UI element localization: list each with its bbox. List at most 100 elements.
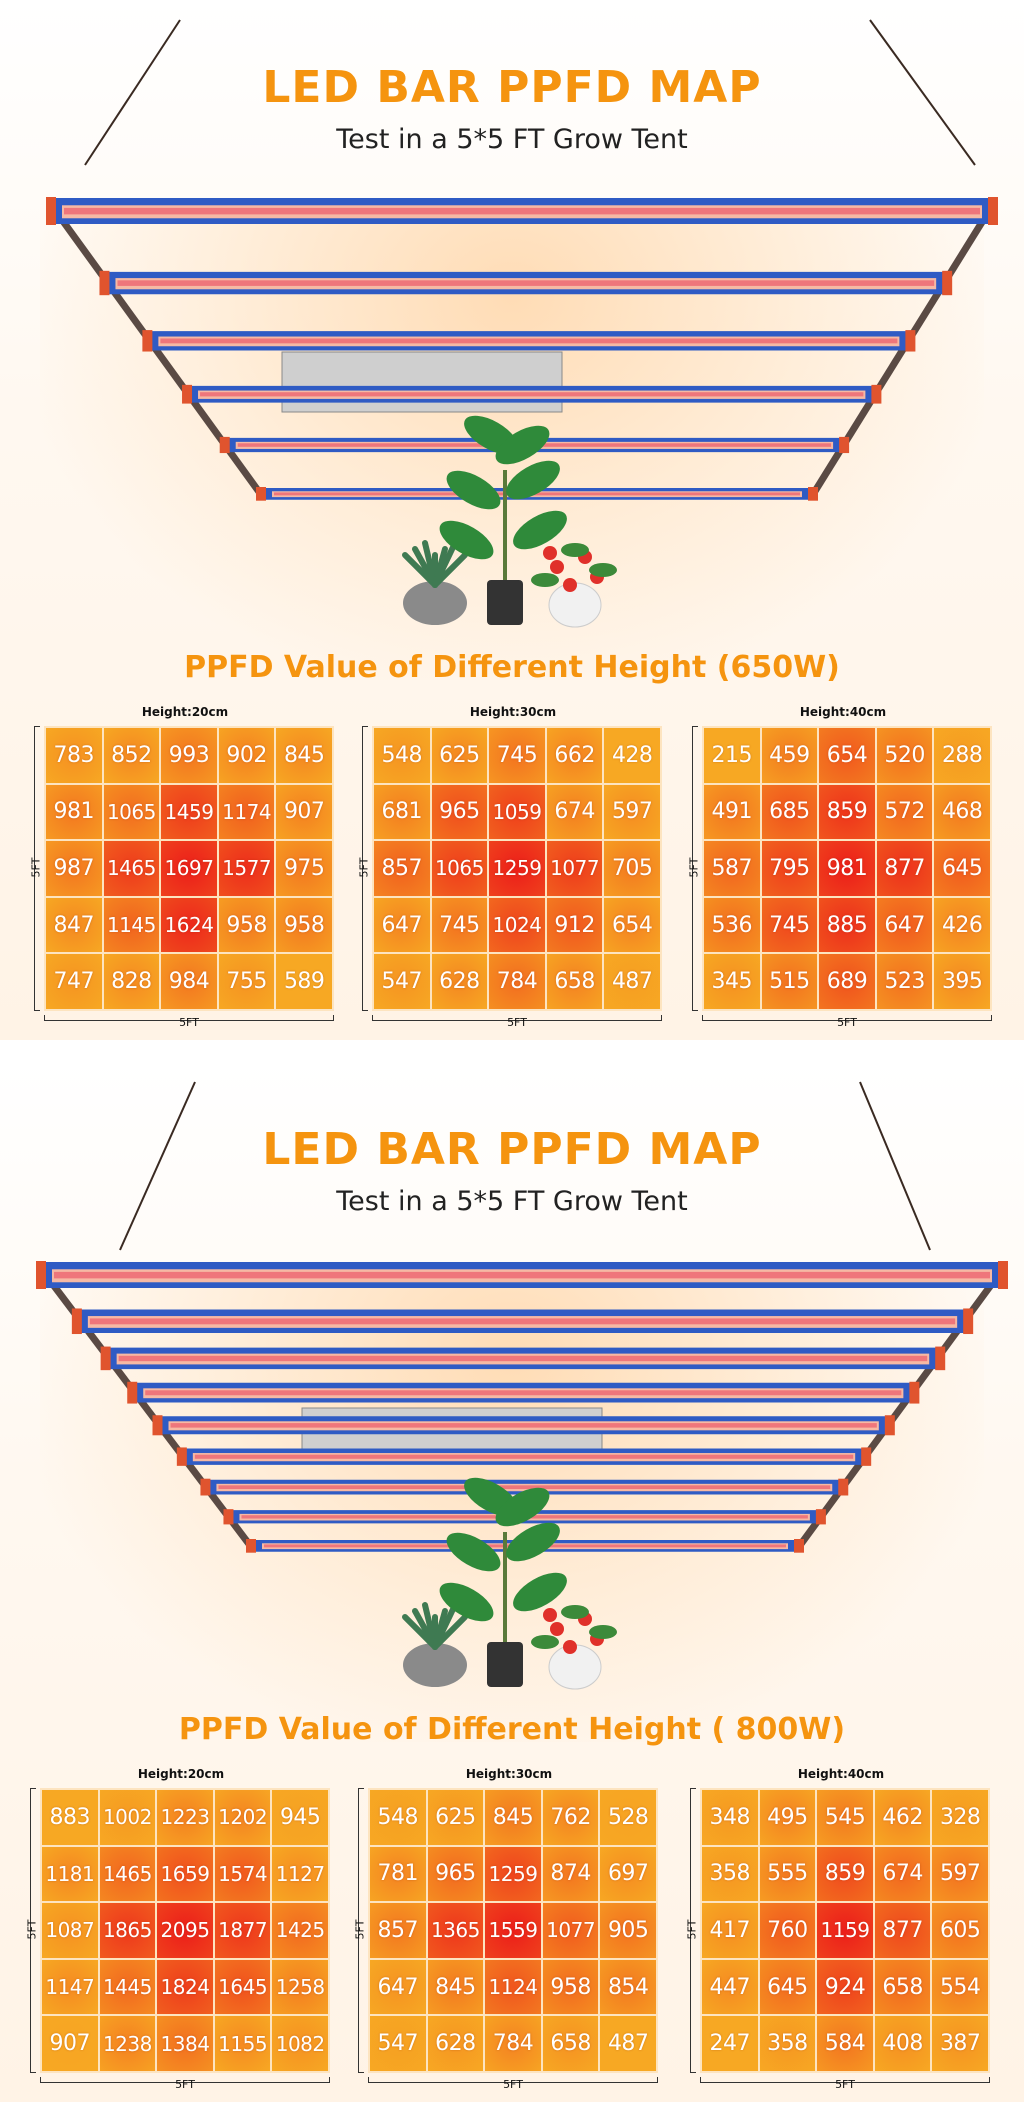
ppfd-cell: 597	[932, 1846, 988, 1902]
side-rail	[49, 203, 265, 499]
ppfd-cell: 1077	[542, 1903, 599, 1958]
y-axis-bracket	[358, 1788, 364, 2073]
ppfd-cell: 854	[600, 1959, 656, 2015]
ppfd-cell: 674	[874, 1846, 931, 1902]
ppfd-cell: 1824	[157, 1959, 213, 2015]
ppfd-cell: 681	[374, 784, 430, 840]
ppfd-cell: 1258	[272, 1959, 328, 2015]
y-axis-bracket	[30, 1788, 36, 2073]
ppfd-cell: 1559	[485, 1903, 541, 1958]
bar-end-cap	[794, 1539, 804, 1553]
flower-leaf	[561, 543, 589, 557]
ppfd-cell: 462	[874, 1790, 931, 1845]
ppfd-cell: 417	[702, 1903, 758, 1958]
flower-leaf	[589, 563, 617, 577]
ppfd-cell: 1077	[546, 841, 603, 896]
x-axis-bracket	[368, 2077, 658, 2083]
bar-end-cap	[808, 487, 818, 501]
bar-end-cap	[935, 1346, 946, 1371]
main-title: LED BAR PPFD MAP	[262, 62, 762, 113]
bar-end-cap	[127, 1381, 138, 1404]
ppfd-cell: 674	[546, 784, 603, 840]
ppfd-cell: 828	[103, 954, 160, 1009]
ppfd-cell: 1065	[431, 841, 488, 896]
plant-leaf	[495, 425, 550, 465]
ppfd-cell: 1425	[272, 1903, 328, 1958]
ppfd-cell: 1365	[427, 1903, 484, 1958]
ppfd-cell: 548	[374, 728, 430, 783]
ppfd-cell: 781	[370, 1846, 426, 1902]
plant-leaf	[439, 1582, 494, 1622]
ppfd-cell: 993	[161, 728, 217, 783]
led-diodes	[89, 1318, 956, 1325]
map-title: Height:30cm	[469, 705, 557, 719]
ppfd-cell: 625	[427, 1790, 484, 1845]
ppfd-cell: 795	[761, 841, 818, 896]
succulent-leaf	[432, 1614, 468, 1650]
ppfd-cell: 685	[761, 784, 818, 840]
ppfd-map-40cm: Height:40cm 5FT 348 495 545 462 328 358 555 859…	[686, 1767, 996, 2091]
x-axis-bracket	[702, 1015, 992, 1021]
ppfd-cell: 645	[759, 1959, 816, 2015]
ppfd-cell: 426	[934, 897, 990, 953]
ppfd-cell: 689	[819, 954, 875, 1009]
ppfd-grid: 348 495 545 462 328 358 555 859 674 597 417 760 1159…	[700, 1788, 990, 2073]
led-diodes	[54, 1271, 990, 1279]
flower	[563, 1640, 577, 1654]
x-axis-label: 5FT	[179, 1016, 199, 1029]
ppfd-cell: 487	[600, 2016, 656, 2071]
ppfd-grid: 548 625 845 762 528 781 965 1259 874 697 857 1365 15…	[368, 1788, 658, 2073]
ppfd-cell: 1155	[214, 2016, 271, 2071]
ppfd-cell: 1659	[157, 1846, 213, 1902]
x-axis-bracket	[700, 2077, 990, 2083]
ppfd-cell: 348	[702, 1790, 758, 1845]
ppfd-cell: 555	[759, 1846, 816, 1902]
ppfd-cell: 654	[819, 728, 875, 783]
ppfd-cell: 1645	[214, 1959, 271, 2015]
bar-end-cap	[142, 330, 153, 352]
plant-leaf	[506, 1522, 560, 1562]
ppfd-cell: 1145	[103, 897, 160, 953]
y-axis-label: 5FT	[25, 1919, 39, 1940]
led-diodes	[160, 338, 898, 344]
ppfd-cell: 547	[374, 954, 430, 1009]
flower-leaf	[531, 573, 559, 587]
ppfd-cell: 587	[704, 841, 760, 896]
bar-end-cap	[838, 1478, 849, 1496]
ppfd-cell: 845	[485, 1790, 541, 1845]
ppfd-cell: 965	[427, 1846, 484, 1902]
ppfd-cell: 697	[600, 1846, 656, 1902]
ppfd-cell: 924	[817, 1959, 873, 2015]
bar-end-cap	[988, 197, 998, 225]
ppfd-cell: 662	[546, 728, 603, 783]
ppfd-cell: 358	[759, 2016, 816, 2071]
ppfd-grid: 883 1002 1223 1202 945 1181 1465 1659 1574 1127 10…	[40, 1788, 330, 2073]
ppfd-cell: 755	[218, 954, 275, 1009]
ppfd-cell: 857	[370, 1903, 426, 1958]
ppfd-cell: 1865	[99, 1903, 156, 1958]
bar-end-cap	[861, 1447, 872, 1466]
ppfd-cell: 605	[932, 1903, 988, 1958]
ppfd-cell: 584	[817, 2016, 873, 2071]
ppfd-cell: 491	[704, 784, 760, 840]
bar-end-cap	[219, 436, 230, 454]
ppfd-cell: 625	[431, 728, 488, 783]
ppfd-cell: 647	[374, 897, 430, 953]
ppfd-cell: 1127	[272, 1846, 328, 1902]
ppfd-cell: 1697	[161, 841, 217, 896]
hanging-cord	[859, 1081, 931, 1251]
pot-left	[403, 581, 467, 625]
ppfd-cell: 1384	[157, 2016, 213, 2071]
bar-end-cap	[36, 1261, 46, 1289]
ppfd-cell: 1259	[489, 841, 545, 896]
led-fixture-illustration	[46, 19, 998, 628]
ppfd-cell: 987	[46, 841, 102, 896]
ppfd-cell: 408	[874, 2016, 931, 2071]
bar-end-cap	[246, 1539, 256, 1553]
ppfd-cell: 328	[932, 1790, 988, 1845]
ppfd-cell: 358	[702, 1846, 758, 1902]
bar-end-cap	[998, 1261, 1008, 1289]
ppfd-cell: 459	[761, 728, 818, 783]
ppfd-cell: 859	[819, 784, 875, 840]
ppfd-map-20cm: Height:20cm 5FT 783 852 993 902 845 981 1065 14…	[30, 705, 340, 1029]
